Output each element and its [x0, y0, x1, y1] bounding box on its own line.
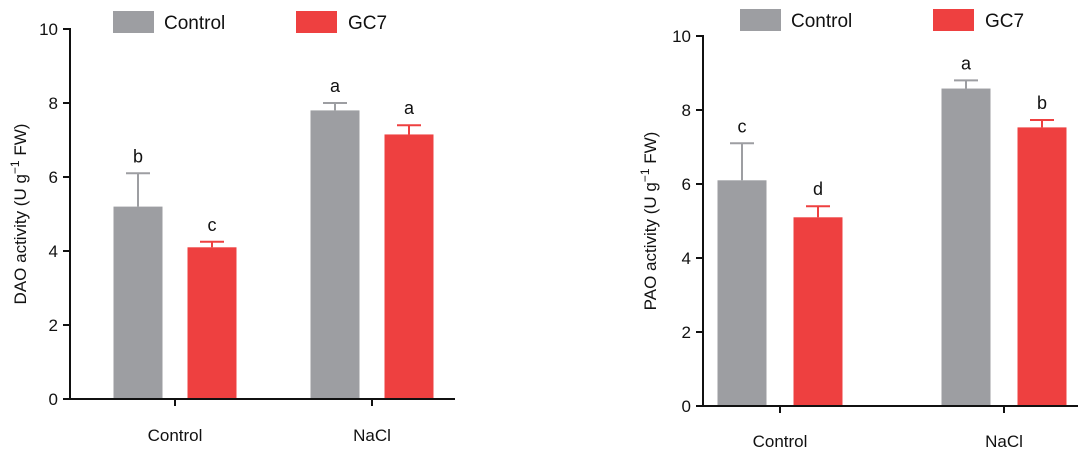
y-tick-label: 2	[49, 316, 58, 335]
y-tick-label: 10	[39, 20, 58, 39]
pao-bar-chart: c a d b 0 2 4 6 8 10 Control NaCl PAO activity (U g−…	[638, 9, 1078, 451]
y-tick-label: 10	[672, 27, 691, 46]
y-tick-label: 8	[682, 101, 691, 120]
y-tick-label: 0	[49, 390, 58, 409]
x-category-label: Control	[148, 426, 203, 445]
bar-gc7-control	[793, 217, 843, 406]
y-tick-label: 6	[49, 168, 58, 187]
significance-label: b	[133, 146, 143, 166]
y-tick-label: 8	[49, 94, 58, 113]
chart-panel-dao: b a c a 0 2 4 6 8 10 Control NaCl DAO activity (U g−…	[0, 0, 540, 451]
legend-swatch-control	[740, 9, 781, 31]
significance-label: a	[330, 76, 341, 96]
significance-label: b	[1037, 93, 1047, 113]
dao-bar-chart: b a c a 0 2 4 6 8 10 Control NaCl DAO activity (U g−…	[8, 11, 455, 445]
legend-label: GC7	[985, 11, 1024, 32]
legend-label: GC7	[348, 13, 387, 34]
y-axis-title: PAO activity (U g−1 FW)	[638, 132, 660, 311]
y-tick-label: 2	[682, 323, 691, 342]
significance-label: c	[738, 116, 747, 136]
y-tick-label: 4	[49, 242, 58, 261]
x-category-label: Control	[753, 432, 808, 451]
bar-gc7-control	[187, 247, 237, 399]
x-category-label: NaCl	[353, 426, 391, 445]
y-tick-label: 4	[682, 249, 691, 268]
significance-label: d	[813, 179, 823, 199]
significance-label: a	[961, 53, 972, 73]
chart-panel-pao: c a d b 0 2 4 6 8 10 Control NaCl PAO activity (U g−…	[540, 0, 1081, 451]
bar-gc7-nacl	[384, 134, 434, 399]
y-tick-label: 0	[682, 397, 691, 416]
legend-swatch-control	[113, 11, 154, 33]
significance-label: c	[208, 215, 217, 235]
bar-control-nacl	[941, 88, 991, 406]
bar-control-control	[113, 206, 163, 399]
bar-control-control	[717, 180, 767, 406]
legend-label: Control	[791, 11, 852, 32]
y-tick-label: 6	[682, 175, 691, 194]
bar-gc7-nacl	[1017, 127, 1067, 406]
legend-label: Control	[164, 13, 225, 34]
significance-label: a	[404, 98, 415, 118]
bar-control-nacl	[310, 110, 360, 400]
legend-swatch-gc7	[296, 11, 337, 33]
y-axis-title: DAO activity (U g−1 FW)	[8, 124, 30, 305]
legend-swatch-gc7	[933, 9, 974, 31]
x-category-label: NaCl	[985, 432, 1023, 451]
